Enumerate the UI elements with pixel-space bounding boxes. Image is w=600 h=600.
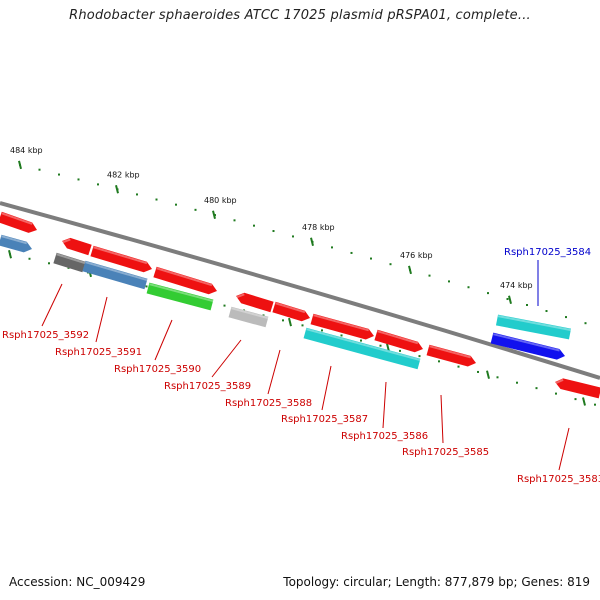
gene-feature <box>53 252 86 273</box>
gene-feature <box>62 237 92 256</box>
gene-label: Rsph17025_3583 <box>517 474 600 485</box>
tick-label: 478 kbp <box>302 223 335 232</box>
gene-feature <box>495 314 572 340</box>
tick-label: 482 kbp <box>107 170 140 179</box>
scale-ticks <box>8 160 586 406</box>
gene-label: Rsph17025_3590 <box>114 364 201 375</box>
gene-feature <box>146 282 214 311</box>
major-tick <box>18 160 22 170</box>
major-tick <box>115 185 119 194</box>
label-leader <box>41 283 63 327</box>
gene-feature <box>0 211 37 233</box>
gene-feature <box>153 266 217 295</box>
backbone-line <box>0 201 600 380</box>
gene-label: Rsph17025_3591 <box>55 347 142 358</box>
gene-feature <box>310 313 374 340</box>
minor-tick <box>486 370 490 379</box>
gene-feature <box>82 260 148 290</box>
label-leader <box>382 381 387 429</box>
label-leaders <box>41 260 570 471</box>
gene-label: Rsph17025_3585 <box>402 447 489 458</box>
minor-tick <box>288 317 292 327</box>
map-title: Rhodobacter sphaeroides ATCC 17025 plasm… <box>69 8 531 23</box>
gene-feature <box>0 234 32 253</box>
gene-feature <box>426 344 476 367</box>
summary-text: Topology: circular; Length: 877,879 bp; … <box>283 575 590 589</box>
gene-label: Rsph17025_3592 <box>2 330 89 341</box>
gene-feature <box>228 306 269 328</box>
accession-text: Accession: NC_009429 <box>9 575 146 589</box>
gene-label: Rsph17025_3586 <box>341 431 428 442</box>
gene-feature <box>555 378 600 399</box>
major-tick <box>408 265 412 275</box>
minor-tick <box>582 397 586 406</box>
label-leader <box>321 365 332 411</box>
gene-feature <box>490 332 565 360</box>
gene-feature <box>236 292 274 313</box>
gene-labels: Rsph17025_3592 Rsph17025_3591 Rsph17025_35… <box>2 247 600 485</box>
gene-feature <box>303 327 421 370</box>
major-tick <box>508 295 512 305</box>
minor-tick <box>8 250 12 259</box>
tick-label: 474 kbp <box>500 281 533 290</box>
label-leader <box>154 319 173 361</box>
gene-label: Rsph17025_3589 <box>164 381 251 392</box>
gene-features <box>0 211 600 399</box>
major-tick <box>310 237 314 246</box>
scale-labels: 484 kbp 482 kbp 480 kbp 478 kbp 476 kbp 474 k… <box>10 146 533 290</box>
tick-label: 484 kbp <box>10 146 43 155</box>
gene-feature <box>272 301 310 322</box>
gene-label: Rsph17025_3588 <box>225 398 312 409</box>
gene-feature <box>374 329 423 353</box>
tick-label: 476 kbp <box>400 251 433 260</box>
label-leader <box>440 394 444 444</box>
label-leader <box>211 339 242 378</box>
gene-label: Rsph17025_3584 <box>504 247 591 258</box>
label-leader <box>95 296 108 343</box>
gene-label: Rsph17025_3587 <box>281 414 368 425</box>
label-leader <box>267 349 281 395</box>
tick-label: 480 kbp <box>204 196 237 205</box>
gene-feature <box>90 245 152 273</box>
label-leader <box>558 427 570 471</box>
major-tick <box>212 210 216 220</box>
